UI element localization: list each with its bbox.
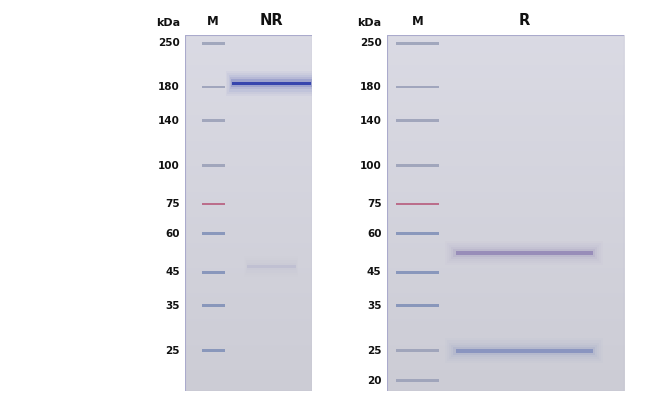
Bar [456,349,593,353]
Text: 45: 45 [367,267,382,277]
Bar [451,345,597,357]
Bar [232,82,311,85]
Bar [202,42,224,45]
Bar [244,256,298,277]
Bar [456,251,593,255]
Bar [454,249,595,257]
Bar [202,305,224,307]
Bar [396,233,439,235]
Bar [230,77,313,89]
Bar [202,233,224,235]
Bar [229,75,314,92]
Text: 35: 35 [166,301,180,311]
Bar [248,265,296,268]
Text: 250: 250 [360,38,382,48]
Bar [449,245,599,261]
Bar [202,86,224,89]
Bar [245,258,298,275]
Bar [227,73,315,94]
Bar [202,349,224,352]
Text: kDa: kDa [156,18,180,28]
Bar [447,340,601,361]
Bar [445,338,603,363]
Bar [396,164,439,167]
Bar [202,164,224,167]
Bar [246,262,296,270]
Bar [445,240,603,265]
Bar [202,119,224,122]
Text: M: M [207,15,219,28]
Text: 100: 100 [159,161,180,171]
Bar [396,305,439,307]
Bar [231,79,312,87]
Text: 20: 20 [367,376,382,386]
Bar [447,243,601,263]
Bar [451,247,597,259]
Text: 250: 250 [159,38,180,48]
Bar [202,271,224,274]
Bar [396,379,439,382]
Text: M: M [411,15,423,28]
Text: 75: 75 [367,199,382,209]
Text: kDa: kDa [358,18,382,28]
Text: 140: 140 [158,116,180,126]
Text: 25: 25 [166,346,180,356]
Text: 35: 35 [367,301,382,311]
Text: 180: 180 [159,82,180,92]
Text: R: R [519,13,530,28]
Text: 60: 60 [166,229,180,239]
Bar [396,271,439,274]
Text: 60: 60 [367,229,382,239]
Bar [396,119,439,122]
Text: 180: 180 [360,82,382,92]
Bar [226,71,317,96]
Text: 25: 25 [367,346,382,356]
Bar [396,86,439,89]
Text: 75: 75 [165,199,180,209]
Bar [202,203,224,206]
Bar [396,349,439,352]
Bar [454,347,595,355]
Text: 140: 140 [359,116,382,126]
Text: 100: 100 [360,161,382,171]
Bar [449,343,599,359]
Bar [396,203,439,206]
Bar [246,260,297,272]
Text: NR: NR [259,13,283,28]
Text: 45: 45 [165,267,180,277]
Bar [396,42,439,45]
